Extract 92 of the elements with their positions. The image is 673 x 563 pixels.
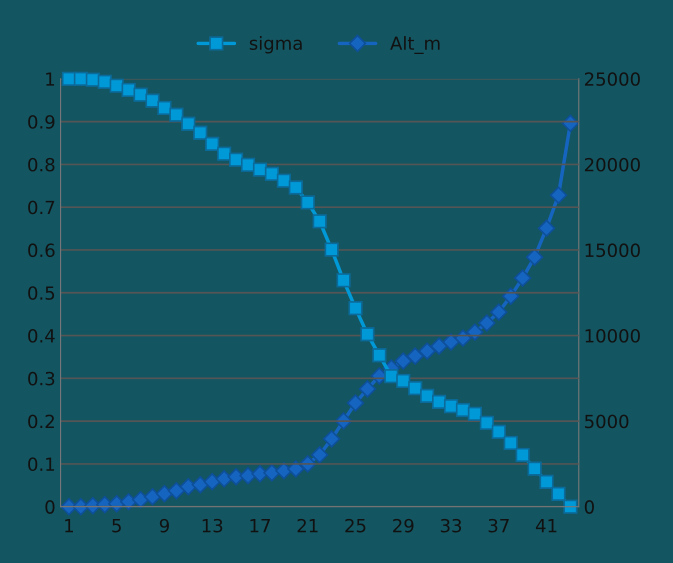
x-tick-label: 37 [488,518,509,532]
y-tick-label: 0.2 [28,414,54,428]
point [348,301,363,316]
point [312,214,327,228]
y-tick-label: 0.7 [28,200,54,214]
point [180,478,198,496]
point [336,273,351,288]
point [478,314,496,332]
point [492,424,506,439]
point [358,380,376,398]
point [156,485,174,502]
point [98,74,112,89]
point [514,269,532,287]
x-tick-label: 29 [393,518,414,532]
point [324,242,339,257]
point [420,388,434,403]
y-tick-label: 0.6 [28,243,55,258]
point [406,347,424,365]
x-tick-label: 41 [536,519,556,532]
x-tick-label: 33 [440,518,462,532]
point [193,126,208,140]
point [430,337,448,355]
point [288,180,303,195]
x-tick-label: 13 [202,518,222,532]
point [300,195,315,210]
point [287,460,304,478]
x-tick-label: 21 [298,518,318,532]
y2-tick-label: 25000 [584,72,640,86]
y-tick-label: 1 [46,72,54,86]
point [110,78,124,93]
point [86,72,100,87]
point [480,416,494,430]
y2-tick-label: 20000 [584,158,640,172]
point [550,186,568,204]
point [490,303,508,321]
x-tick-label: 17 [250,519,270,532]
legend-label: sigma [250,36,302,54]
y-tick-label: 0.9 [28,115,54,129]
point [418,342,436,360]
point [442,333,460,351]
y-tick-label: 0.8 [28,158,54,172]
point [322,430,340,448]
point [240,158,256,172]
point [394,352,412,370]
point [551,486,566,501]
y-tick-label: 0.5 [28,286,54,300]
point [372,348,386,362]
y-tick-label: 0.1 [28,457,54,472]
point [144,488,162,506]
y2-tick-label: 10000 [586,329,640,343]
x-tick-label: 25 [345,518,366,532]
point [396,374,410,388]
y-tick-label: 0.4 [28,329,55,343]
point [181,116,196,131]
point [145,94,160,108]
point [229,152,244,167]
point [360,327,375,342]
point [310,446,328,464]
point [539,474,554,489]
point [346,394,364,412]
point [239,467,257,484]
y-tick-label: 0.3 [28,372,54,386]
y2-tick-label: 15000 [586,243,640,258]
point [563,500,578,514]
point [384,369,398,384]
point [169,108,184,122]
point [528,462,542,476]
point [204,473,221,490]
point [276,174,291,188]
y2-tick-label: 5000 [585,414,628,428]
x-tick-label: 9 [160,518,169,532]
point [215,470,233,488]
point [408,381,422,396]
point [263,464,281,482]
point [526,248,544,266]
point [157,100,172,115]
point [205,136,220,151]
point [504,436,518,450]
point [168,482,186,500]
point [264,166,279,181]
x-tick-label: 1 [65,519,74,532]
point [468,406,482,421]
legend-label: Alt_m [390,36,440,54]
point [133,88,148,102]
y2-tick-label: 0 [584,500,594,514]
y-tick-label: 0 [45,500,55,514]
point [192,476,209,494]
x-tick-label: 5 [112,519,121,532]
point [217,146,232,161]
point [538,220,556,237]
point [516,448,530,462]
point [502,287,520,305]
